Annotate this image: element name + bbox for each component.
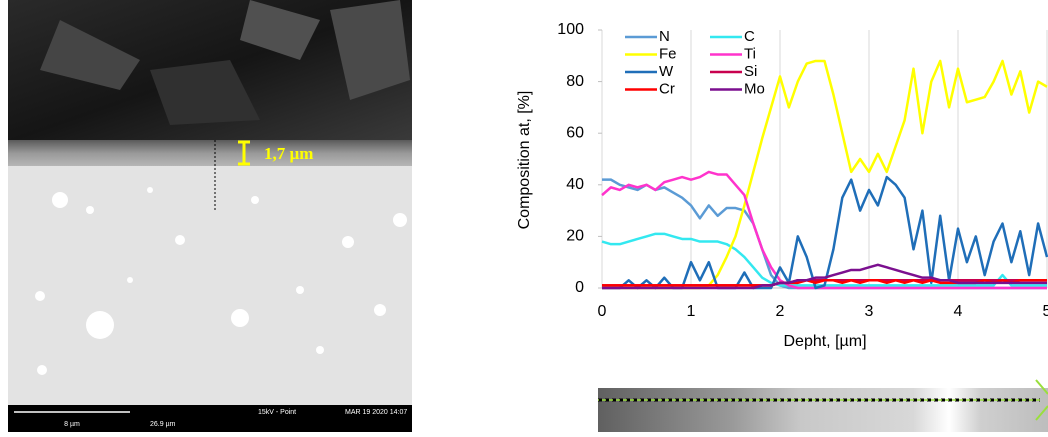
legend-label: Mo [744,80,765,97]
x-tick-label: 3 [865,303,874,320]
x-tick-label: 2 [776,303,785,320]
y-axis-label: Composition at, [%] [516,91,533,230]
beam-label: 15kV - Point [258,409,296,416]
legend-label: Ti [744,45,756,62]
y-tick-label: 60 [566,124,584,141]
y-tick-label: 40 [566,176,584,193]
x-axis-label: Depht, [µm] [783,333,866,350]
legend-label: Fe [659,45,677,62]
scale-label: 8 µm [64,421,80,428]
legend-label: N [659,28,670,45]
legend-label: Cr [659,80,675,97]
x-tick-label: 4 [954,303,963,320]
y-tick-label: 0 [575,279,584,296]
figure: 1,7 µm 8 µm 26.9 µm 15kV - Point MAR 19 … [0,0,1048,432]
y-tick-label: 100 [557,21,584,38]
legend-label: C [744,28,755,45]
y-tick-label: 80 [566,73,584,90]
thickness-label: 1,7 µm [264,144,313,163]
y-tick-label: 20 [566,228,584,245]
x-tick-label: 5 [1043,303,1048,320]
series-line [602,177,1047,288]
field-label: 26.9 µm [150,421,176,428]
legend-label: Si [744,63,757,80]
x-tick-label: 1 [687,303,696,320]
legend-label: W [659,63,674,80]
line-strip [598,380,1048,432]
x-tick-label: 0 [598,303,607,320]
date-label: MAR 19 2020 14:07 [345,409,407,416]
sem-image: 1,7 µm 8 µm 26.9 µm 15kV - Point MAR 19 … [8,0,412,432]
